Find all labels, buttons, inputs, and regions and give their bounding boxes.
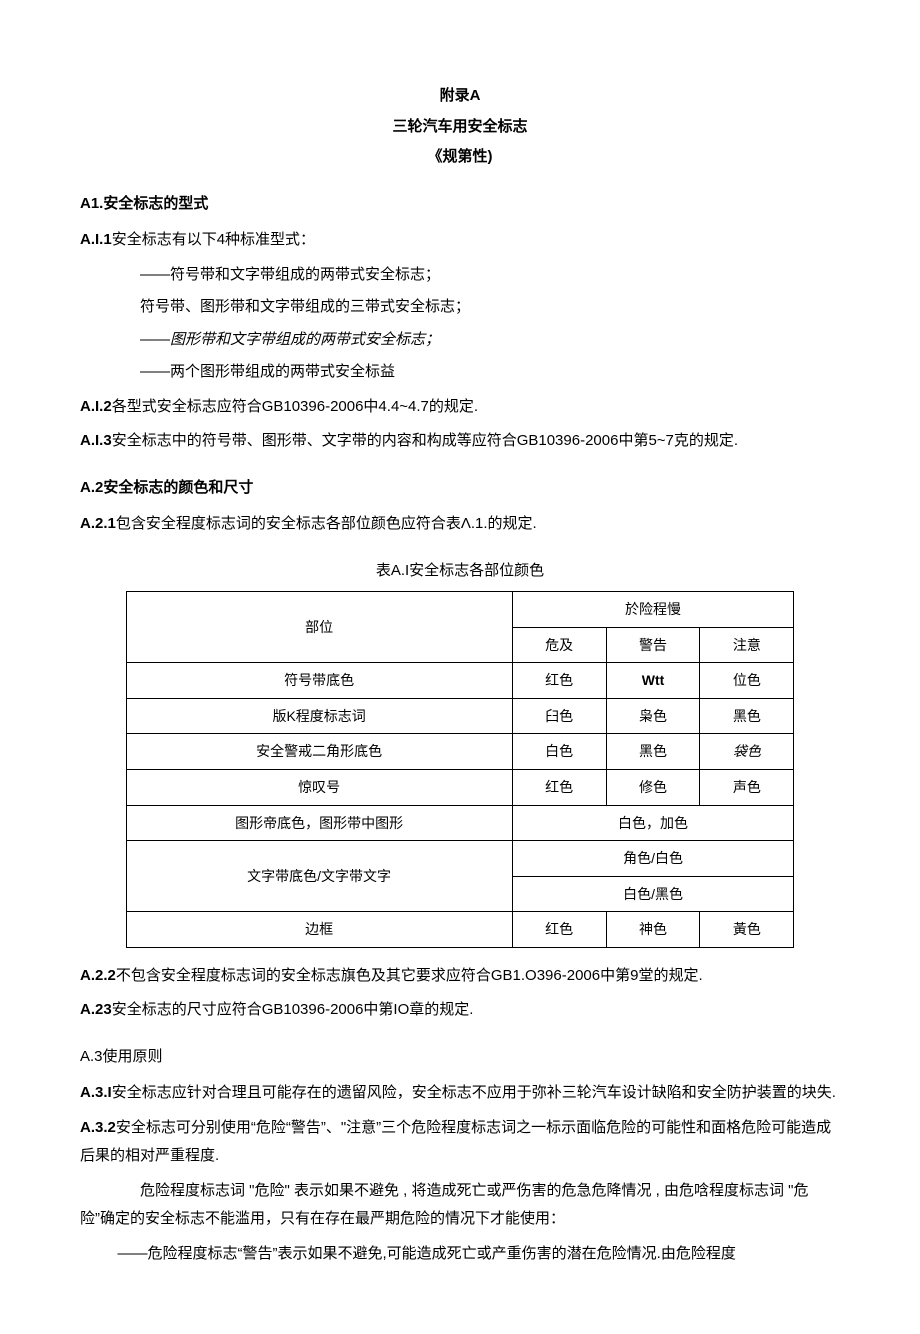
clause-a-3-i: A.3.I安全标志应针对合理且可能存在的遗留风险，安全标志不应用于弥补三轮汽车设… [80, 1079, 840, 1108]
section-a2-heading: A.2安全标志的颜色和尺寸 [80, 474, 840, 503]
list-item: ­符号带、图形带和文字带组成的三带式安全标志； [80, 293, 840, 322]
clause-a-2-3: A.23安全标志的尺寸应符合GB10396-2006中第IO章的规定. [80, 996, 840, 1025]
clause-a-2-2: A.2.2不包含安全程度标志词的安全标志旗色及其它要求应符合GB1.O396-2… [80, 962, 840, 991]
cell: 声色 [700, 769, 794, 805]
clause-num: A.2.1 [80, 515, 116, 532]
cell: 红色 [512, 769, 606, 805]
cell: 臼色 [512, 698, 606, 734]
col-caution: 注意 [700, 627, 794, 663]
clause-text: 不包含安全程度标志词的安全标志旗色及其它要求应符合GB1.O396-2006中第… [116, 967, 703, 984]
cell-part: 文字带底色/文字带文字 [126, 841, 512, 912]
color-table: 部位 於险程慢 危及 警告 注意 符号带底色 红色 Wtt 位色 版K程度标志词… [126, 591, 795, 948]
clause-a-2-1: A.2.1包含安全程度标志词的安全标志各部位颜色应符合表Λ.1.的规定. [80, 510, 840, 539]
clause-text: 各型式安全标志应符合GB10396-2006中4.4~4.7的规定. [112, 398, 478, 415]
list-item: ——图形带和文字带组成的两带式安全标志； [80, 326, 840, 355]
cell-part: 安全警戒二角形底色 [126, 734, 512, 770]
cell: 枭色 [606, 698, 700, 734]
cell-part: 图形帝底色，图形带中图形 [126, 805, 512, 841]
cell: 黑色 [606, 734, 700, 770]
cell: 黑色 [700, 698, 794, 734]
cell: 黃色 [700, 912, 794, 948]
cell: 白色 [512, 734, 606, 770]
para-warning-text: ——危险程度标志“警告”表示如果不避免,可能造成死亡或产重伤害的潜在危险情况.由… [118, 1245, 736, 1262]
cell-span: 白色/黑色 [512, 876, 794, 912]
clause-text: 安全标志应针对合理且可能存在的遗留风险，安全标志不应用于弥补三轮汽车设计缺陷和安… [112, 1084, 836, 1101]
cell-span: 角色/白色 [512, 841, 794, 877]
col-danger: 危及 [512, 627, 606, 663]
cell-part: 边框 [126, 912, 512, 948]
clause-text: 安全标志的尺寸应符合GB10396-2006中第IO章的规定. [112, 1001, 474, 1018]
clause-num: A.I.3 [80, 432, 112, 449]
section-a1-heading: A1.安全标志的型式 [80, 190, 840, 219]
clause-a-i-2: A.I.2各型式安全标志应符合GB10396-2006中4.4~4.7的规定. [80, 393, 840, 422]
clause-num: A.2.2 [80, 967, 116, 984]
para-danger: 危险程度标志词 "危险" 表示如果不避免 , 将造成死亡或严伤害的危急危降情况 … [80, 1177, 840, 1234]
clause-text: 包含安全程度标志词的安全标志各部位颜色应符合表Λ.1.的规定. [116, 515, 537, 532]
section-a3-heading: A.3使用原则 [80, 1043, 840, 1072]
table-row: 边框 红色 神色 黃色 [126, 912, 794, 948]
appendix-label: 附录A [80, 82, 840, 111]
cell: 红色 [512, 912, 606, 948]
appendix-title: 三轮汽车用安全标志 [80, 113, 840, 142]
table-row: 安全警戒二角形底色 白色 黑色 袋色 [126, 734, 794, 770]
cell: 神色 [606, 912, 700, 948]
list-item: ——两个图形带组成的两带式安全标益 [80, 358, 840, 387]
appendix-subtitle: 《规第性) [80, 143, 840, 172]
table-row: 版K程度标志词 臼色 枭色 黑色 [126, 698, 794, 734]
clause-a-i-3: A.I.3安全标志中的符号带、图形带、文字带的内容和构成等应符合GB10396-… [80, 427, 840, 456]
para-warning: ——危险程度标志“警告”表示如果不避免,可能造成死亡或产重伤害的潜在危险情况.由… [80, 1240, 840, 1269]
cell: 红色 [512, 663, 606, 699]
col-parts: 部位 [126, 592, 512, 663]
cell-part: 符号带底色 [126, 663, 512, 699]
cell-part: 惊叹号 [126, 769, 512, 805]
table-row: 图形帝底色，图形带中图形 白色，加色 [126, 805, 794, 841]
clause-num: A.3.2 [80, 1119, 116, 1136]
cell: 修色 [606, 769, 700, 805]
table-row: 符号带底色 红色 Wtt 位色 [126, 663, 794, 699]
clause-num: A.3.I [80, 1084, 112, 1101]
table-caption: 表A.I安全标志各部位颜色 [80, 557, 840, 586]
clause-num: A.I.1 [80, 231, 112, 248]
table-row: 文字带底色/文字带文字 角色/白色 [126, 841, 794, 877]
cell-span: 白色，加色 [512, 805, 794, 841]
type-list: ——符号带和文字带组成的两带式安全标志； ­符号带、图形带和文字带组成的三带式安… [80, 261, 840, 387]
clause-a-i-1: A.I.1安全标志有以下4种标准型式： [80, 226, 840, 255]
title-block: 附录A 三轮汽车用安全标志 《规第性) [80, 82, 840, 172]
clause-text: 安全标志可分别使用“危险“警告”、"注意”三个危险程度标志词之一标示面临危险的可… [80, 1119, 831, 1165]
col-level: 於险程慢 [512, 592, 794, 628]
table-row: 惊叹号 红色 修色 声色 [126, 769, 794, 805]
col-warning: 警告 [606, 627, 700, 663]
clause-text: 安全标志中的符号带、图形带、文字带的内容和构成等应符合GB10396-2006中… [112, 432, 738, 449]
list-item: ——符号带和文字带组成的两带式安全标志； [80, 261, 840, 290]
cell-part: 版K程度标志词 [126, 698, 512, 734]
clause-text: 安全标志有以下4种标准型式： [112, 231, 315, 248]
clause-num: A.23 [80, 1001, 112, 1018]
cell: 位色 [700, 663, 794, 699]
table-header-row: 部位 於险程慢 [126, 592, 794, 628]
cell: 袋色 [700, 734, 794, 770]
clause-num: A.I.2 [80, 398, 112, 415]
cell: Wtt [606, 663, 700, 699]
clause-a-3-2: A.3.2安全标志可分别使用“危险“警告”、"注意”三个危险程度标志词之一标示面… [80, 1114, 840, 1171]
